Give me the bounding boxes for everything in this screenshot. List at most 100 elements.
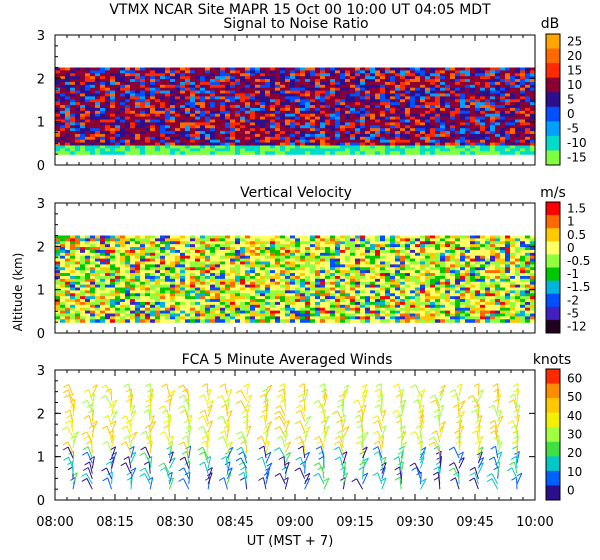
- heatmap-cell: [150, 81, 156, 86]
- heatmap-cell: [135, 287, 141, 291]
- heatmap-cell: [210, 151, 216, 155]
- heatmap-cell: [365, 96, 371, 100]
- heatmap-cell: [300, 142, 306, 147]
- heatmap-cell: [345, 67, 351, 71]
- heatmap-cell: [380, 131, 386, 135]
- heatmap-cell: [165, 299, 171, 303]
- heatmap-cell: [215, 273, 221, 277]
- heatmap-cell: [335, 238, 341, 242]
- heatmap-cell: [210, 76, 216, 80]
- heatmap-cell: [95, 307, 101, 312]
- heatmap-cell: [275, 151, 281, 155]
- heatmap-cell: [345, 87, 351, 92]
- heatmap-cell: [245, 136, 251, 141]
- heatmap-cell: [155, 264, 161, 268]
- heatmap-cell: [280, 313, 286, 317]
- heatmap-cell: [225, 139, 231, 144]
- heatmap-cell: [440, 73, 446, 77]
- heatmap-cell: [145, 252, 151, 257]
- heatmap-cell: [55, 310, 61, 315]
- heatmap-cell: [180, 319, 186, 323]
- heatmap-cell: [340, 244, 346, 248]
- heatmap-cell: [235, 299, 241, 303]
- heatmap-cell: [170, 148, 176, 152]
- heatmap-cell: [375, 151, 381, 155]
- heatmap-cell: [105, 148, 111, 152]
- heatmap-cell: [80, 79, 86, 83]
- heatmap-cell: [115, 131, 121, 135]
- heatmap-cell: [315, 90, 321, 95]
- heatmap-cell: [205, 319, 211, 323]
- heatmap-cell: [515, 151, 521, 155]
- heatmap-cell: [125, 299, 131, 303]
- heatmap-cell: [55, 278, 61, 283]
- heatmap-cell: [220, 284, 226, 289]
- heatmap-cell: [150, 151, 156, 155]
- heatmap-cell: [410, 102, 416, 106]
- heatmap-cell: [240, 139, 246, 144]
- heatmap-cell: [195, 93, 201, 97]
- heatmap-cell: [115, 319, 121, 323]
- heatmap-cell: [210, 275, 216, 280]
- heatmap-cell: [105, 252, 111, 257]
- heatmap-cell: [175, 293, 181, 297]
- heatmap-cell: [365, 304, 371, 309]
- heatmap-cell: [255, 290, 261, 294]
- heatmap-cell: [105, 267, 111, 271]
- heatmap-cell: [465, 93, 471, 97]
- heatmap-cell: [365, 93, 371, 97]
- heatmap-cell: [265, 96, 271, 100]
- heatmap-cell: [435, 113, 441, 118]
- heatmap-cell: [145, 278, 151, 283]
- heatmap-cell: [55, 70, 61, 74]
- heatmap-cell: [155, 261, 161, 265]
- heatmap-cell: [240, 319, 246, 323]
- heatmap-cell: [200, 122, 206, 126]
- heatmap-cell: [280, 247, 286, 251]
- heatmap-cell: [490, 99, 496, 103]
- heatmap-cell: [280, 67, 286, 71]
- heatmap-cell: [195, 244, 201, 248]
- heatmap-cell: [180, 105, 186, 109]
- heatmap-cell: [300, 273, 306, 277]
- heatmap-cell: [460, 122, 466, 126]
- heatmap-cell: [440, 113, 446, 118]
- heatmap-cell: [520, 151, 526, 155]
- heatmap-cell: [460, 136, 466, 141]
- heatmap-cell: [395, 113, 401, 118]
- heatmap-cell: [265, 304, 271, 309]
- heatmap-cell: [190, 73, 196, 77]
- heatmap-cell: [250, 84, 256, 89]
- heatmap-cell: [285, 316, 291, 320]
- heatmap-cell: [70, 131, 76, 135]
- heatmap-cell: [140, 316, 146, 320]
- heatmap-cell: [170, 255, 176, 260]
- heatmap-cell: [295, 148, 301, 152]
- heatmap-cell: [270, 255, 276, 260]
- heatmap-cell: [180, 290, 186, 294]
- heatmap-cell: [270, 299, 276, 303]
- heatmap-cell: [155, 105, 161, 109]
- heatmap-cell: [160, 249, 166, 254]
- heatmap-cell: [405, 131, 411, 135]
- heatmap-cell: [180, 79, 186, 83]
- heatmap-cell: [60, 310, 66, 315]
- heatmap-cell: [290, 235, 296, 239]
- heatmap-cell: [105, 284, 111, 289]
- heatmap-cell: [145, 273, 151, 277]
- heatmap-cell: [270, 70, 276, 74]
- heatmap-cell: [210, 247, 216, 251]
- heatmap-cell: [400, 99, 406, 103]
- heatmap-cell: [90, 142, 96, 147]
- heatmap-cell: [100, 122, 106, 126]
- heatmap-cell: [295, 128, 301, 132]
- heatmap-cell: [315, 273, 321, 277]
- heatmap-cell: [190, 281, 196, 286]
- heatmap-cell: [250, 319, 256, 323]
- heatmap-cell: [120, 119, 126, 123]
- heatmap-cell: [335, 310, 341, 315]
- heatmap-cell: [270, 76, 276, 80]
- heatmap-cell: [145, 244, 151, 248]
- heatmap-cell: [240, 122, 246, 126]
- heatmap-cell: [60, 73, 66, 77]
